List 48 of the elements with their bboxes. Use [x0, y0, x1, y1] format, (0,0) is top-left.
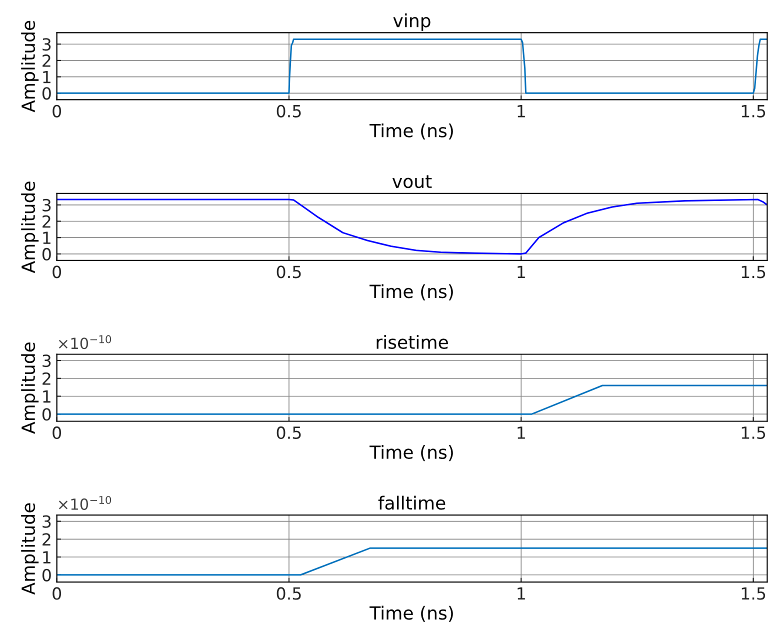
- line-series: [56, 38, 768, 94]
- x-axis-title: Time (ns): [370, 445, 453, 462]
- y-axis-title: Amplitude: [21, 20, 39, 112]
- text: ×10$^{−10}$: [58, 496, 112, 510]
- text: ×10$^{−10}$: [58, 335, 112, 350]
- y-tick-label: 0: [42, 87, 51, 100]
- x-tick-label: 0.5: [276, 426, 301, 440]
- x-tick-label: 0.5: [276, 266, 301, 278]
- x-tick-label: 1.5: [742, 266, 766, 278]
- x-tick-label: 0: [52, 104, 62, 118]
- x-axis-title: Time (ns): [370, 606, 453, 622]
- y-tick-label: 1: [43, 551, 50, 564]
- x-tick-label: 1.5: [742, 105, 766, 118]
- x-axis-title: Time (ns): [370, 123, 453, 140]
- y-tick-label: 3: [42, 38, 51, 51]
- y-axis-title: Amplitude: [21, 503, 39, 595]
- x-tick-label: 0.5: [276, 104, 301, 118]
- y-tick-label: 2: [42, 372, 50, 385]
- y-tick-label: 1: [43, 70, 50, 84]
- x-tick-label: 0.5: [276, 587, 301, 600]
- y-tick-label: 2: [42, 54, 50, 67]
- y-tick-label: 0: [42, 248, 51, 260]
- x-tick-label: 1.5: [742, 426, 766, 440]
- x-tick-label: 1: [518, 266, 525, 278]
- x-tick-label: 0: [52, 266, 62, 278]
- line-series: [56, 198, 768, 255]
- y-tick-label: 1: [43, 390, 50, 403]
- x-tick-label: 1: [518, 426, 525, 439]
- x-tick-label: 1: [518, 105, 525, 118]
- chart-title: vinp: [393, 13, 430, 31]
- y-tick-label: 2: [42, 215, 50, 228]
- x-axis-title: Time (ns): [370, 284, 453, 300]
- x-tick-label: 1.5: [742, 587, 766, 600]
- chart-title: risetime: [376, 334, 448, 349]
- y-axis-title: Amplitude: [21, 342, 39, 434]
- y-tick-label: 1: [43, 232, 50, 244]
- x-tick-label: 0: [52, 587, 62, 600]
- chart-title: vout: [392, 175, 432, 188]
- y-tick-label: 2: [42, 533, 50, 546]
- chart-title: falltime: [378, 496, 446, 510]
- y-tick-label: 0: [42, 568, 51, 582]
- y-tick-label: 0: [42, 408, 51, 421]
- x-tick-label: 1: [518, 587, 525, 600]
- y-tick-label: 3: [42, 354, 51, 368]
- y-axis-title: Amplitude: [21, 182, 39, 274]
- y-tick-label: 3: [42, 515, 51, 528]
- y-tick-label: 3: [42, 198, 51, 212]
- x-tick-label: 0: [52, 426, 62, 440]
